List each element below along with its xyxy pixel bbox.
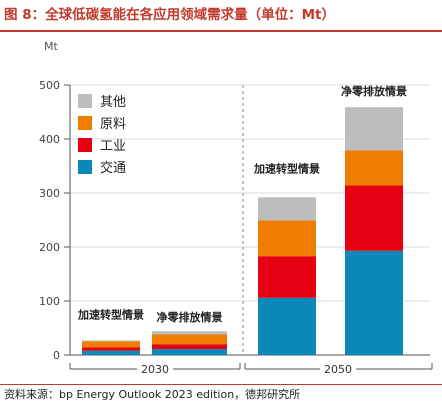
bar-segment-2050-交通 <box>258 297 316 355</box>
bar-segment-2030-原料 <box>152 334 227 345</box>
legend-label: 工业 <box>100 139 126 154</box>
legend-label: 其他 <box>100 95 126 110</box>
scenario-label: 加速转型情景 <box>77 307 144 321</box>
source-note: 资料来源：bp Energy Outlook 2023 edition，德邦研究… <box>4 388 301 401</box>
bar-segment-2030-交通 <box>82 350 140 355</box>
legend-swatch-原料 <box>78 116 92 130</box>
bar-segment-2030-其他 <box>82 340 140 342</box>
legend-label: 交通 <box>100 160 126 176</box>
bar-segment-2030-交通 <box>152 349 227 355</box>
y-tick-label: 0 <box>53 349 60 362</box>
y-axis-unit: Mt <box>44 40 58 53</box>
bar-segment-2050-原料 <box>258 220 316 257</box>
bar-segment-2050-交通 <box>345 250 403 355</box>
title-divider <box>0 30 442 32</box>
group-label-bg <box>137 361 173 375</box>
legend-swatch-交通 <box>78 160 92 174</box>
y-tick-label: 500 <box>39 79 60 92</box>
source-divider <box>0 384 442 385</box>
chart-area: Mt 0 100 200 300 400 500 加速转型情景 净零排放情景 加速转型情景 净零排放… <box>0 32 442 384</box>
bar-segment-2030-原料 <box>82 341 140 348</box>
legend-label: 原料 <box>100 117 126 132</box>
bar-segment-2050-工业 <box>258 256 316 298</box>
scenario-label: 净零排放情景 <box>157 310 223 324</box>
y-tick-label: 400 <box>39 133 60 146</box>
x-group-label: 2030 <box>141 363 169 376</box>
bar-segment-2050-原料 <box>345 150 403 186</box>
legend-swatch-其他 <box>78 94 92 108</box>
y-tick-label: 200 <box>39 241 60 254</box>
scenario-label: 加速转型情景 <box>253 161 320 175</box>
legend-swatch-工业 <box>78 138 92 152</box>
scenario-label: 净零排放情景 <box>341 84 407 98</box>
chart-title: 图 8：全球低碳氢能在各应用领域需求量（单位：Mt） <box>4 7 335 23</box>
y-tick-label: 100 <box>39 295 60 308</box>
bar-segment-2050-工业 <box>345 185 403 251</box>
bar-segment-2050-其他 <box>258 197 316 221</box>
bar-segment-2030-工业 <box>82 347 140 351</box>
group-label-bg <box>320 361 356 375</box>
bar-segment-2030-其他 <box>152 331 227 335</box>
x-group-label: 2050 <box>324 363 352 376</box>
bar-segment-2030-工业 <box>152 344 227 350</box>
y-tick-label: 300 <box>39 187 60 200</box>
bar-segment-2050-其他 <box>345 107 403 151</box>
